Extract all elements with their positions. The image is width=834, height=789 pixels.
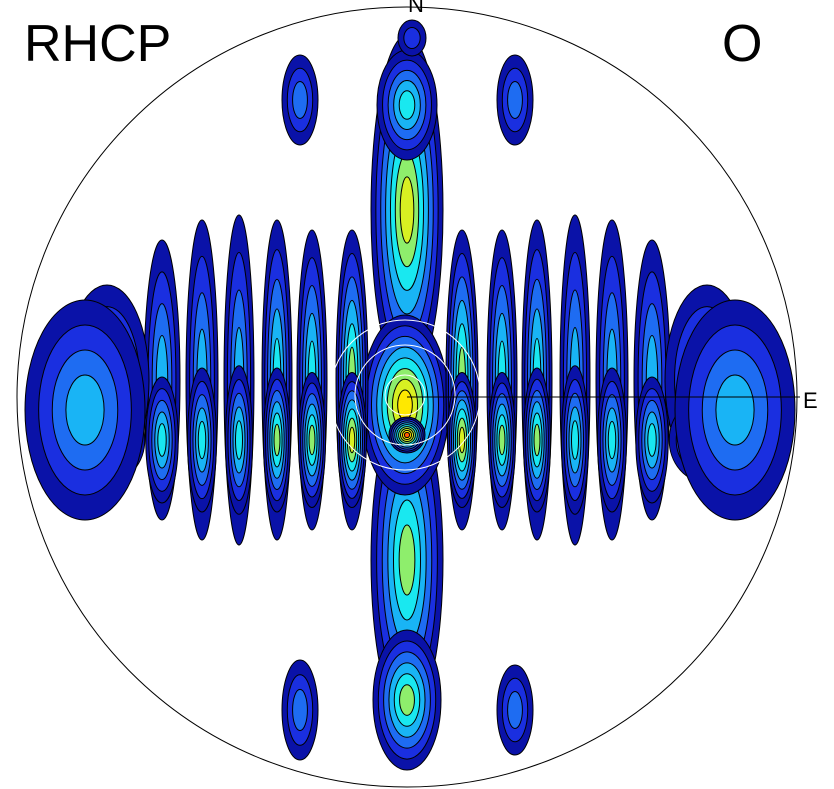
side-lobe-core-west-4-level-4 — [235, 420, 243, 460]
side-lobe-core-west-1-level-6 — [348, 426, 356, 454]
central-hotspot-level-8 — [403, 431, 411, 439]
upper-left-lobe-level-2 — [292, 80, 308, 120]
corner-label-right: O — [722, 15, 763, 73]
far-east-lobe-level-3 — [715, 374, 755, 446]
east-label: E — [803, 388, 818, 413]
reference-circle-1 — [329, 319, 481, 471]
side-lobe-core-west-6-level-4 — [157, 423, 167, 457]
far-west-lobe-level-3 — [65, 374, 105, 446]
side-lobe-core-east-2-level-5 — [498, 424, 506, 456]
central-band-lower-level-5 — [398, 524, 416, 596]
north-tip-lobe-level-1 — [403, 27, 421, 49]
side-lobe-core-west-5-level-4 — [197, 420, 207, 460]
reference-circle-2 — [354, 344, 456, 446]
reference-circle-3 — [384, 374, 426, 416]
central-band-upper-level-6 — [399, 176, 415, 244]
side-lobe-core-east-4-level-4 — [571, 420, 579, 460]
north-label: N — [408, 0, 424, 17]
side-lobe-core-east-3-level-5 — [533, 423, 541, 457]
top-lobe-level-4 — [398, 90, 416, 120]
polarization-label: RHCP — [24, 15, 172, 73]
contour-fill-layer — [24, 19, 796, 771]
bottom-lobe-level-5 — [399, 684, 415, 716]
side-lobe-core-east-5-level-4 — [607, 420, 617, 460]
lower-left-lobe-level-2 — [292, 688, 308, 732]
side-lobe-core-east-6-level-4 — [647, 423, 657, 457]
reference-circles — [329, 319, 481, 471]
upper-right-lobe-level-2 — [507, 80, 523, 120]
side-lobe-core-west-2-level-5 — [308, 424, 316, 456]
lower-right-lobe-level-2 — [507, 690, 523, 730]
side-lobe-core-east-1-level-6 — [458, 426, 466, 454]
side-lobe-core-west-3-level-5 — [273, 423, 281, 457]
